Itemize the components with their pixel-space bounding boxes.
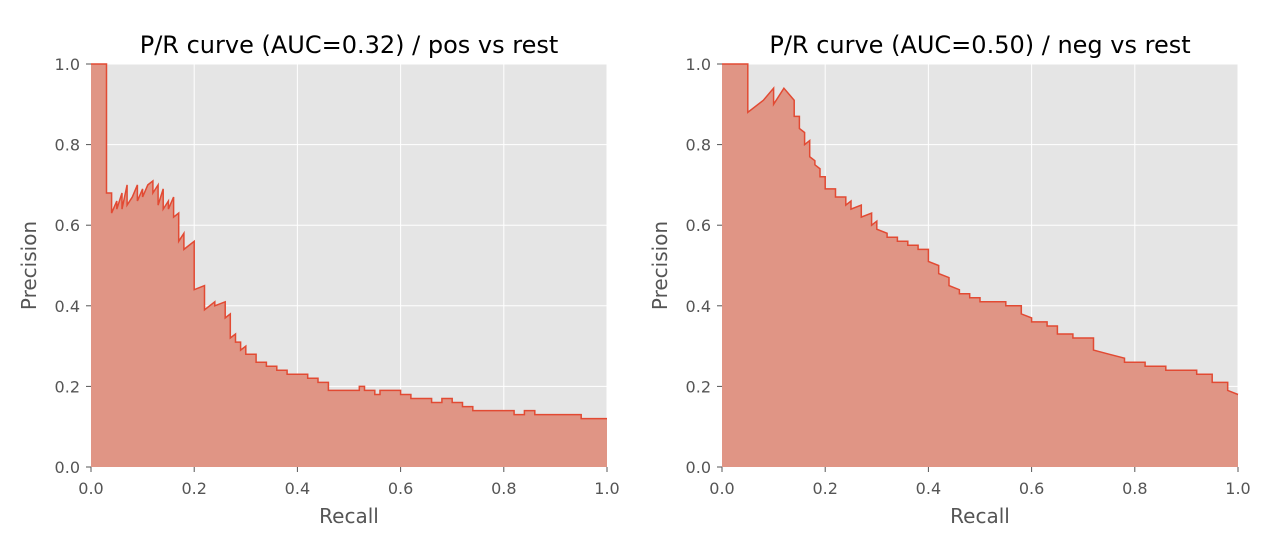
x-tick-label: 0.2 <box>181 479 206 498</box>
x-tick-label: 0.4 <box>285 479 310 498</box>
y-tick-label: 0.8 <box>55 136 80 155</box>
x-tick-label: 0.6 <box>388 479 413 498</box>
x-ticks: 0.0 0.2 0.4 0.6 0.8 1.0 <box>78 467 620 498</box>
x-axis-label: Recall <box>950 504 1010 528</box>
y-axis-label: Precision <box>648 221 672 310</box>
pr-curve-line <box>722 63 1239 396</box>
y-tick-label: 1.0 <box>686 55 711 74</box>
x-tick-label: 0.6 <box>1019 479 1044 498</box>
pr-area-fill <box>91 64 607 467</box>
y-tick-label: 0.2 <box>686 377 711 396</box>
y-ticks: 0.0 0.2 0.4 0.6 0.8 1.0 <box>686 55 722 477</box>
y-tick-label: 0.2 <box>55 377 80 396</box>
y-axis-label: Precision <box>17 221 41 310</box>
y-tick-label: 0.8 <box>686 136 711 155</box>
x-tick-label: 1.0 <box>594 479 619 498</box>
x-tick-label: 0.0 <box>78 479 103 498</box>
y-tick-label: 0.0 <box>686 458 711 477</box>
area-layer <box>91 63 607 467</box>
chart-title: P/R curve (AUC=0.50) / neg vs rest <box>769 31 1190 59</box>
x-tick-label: 0.4 <box>916 479 941 498</box>
y-tick-label: 0.6 <box>686 216 711 235</box>
y-tick-label: 0.4 <box>686 297 711 316</box>
pr-area-fill <box>722 64 1238 467</box>
y-tick-label: 0.4 <box>55 297 80 316</box>
y-tick-label: 0.0 <box>55 458 80 477</box>
x-tick-label: 0.0 <box>709 479 734 498</box>
area-layer <box>722 63 1239 467</box>
x-tick-label: 0.2 <box>812 479 837 498</box>
x-tick-label: 0.8 <box>1122 479 1147 498</box>
y-tick-label: 0.6 <box>55 216 80 235</box>
y-ticks: 0.0 0.2 0.4 0.6 0.8 1.0 <box>55 55 91 477</box>
x-tick-label: 1.0 <box>1225 479 1250 498</box>
chart-title: P/R curve (AUC=0.32) / pos vs rest <box>140 31 559 59</box>
pr-curve-line <box>91 63 607 420</box>
pr-curve-neg-vs-rest: 0.0 0.2 0.4 0.6 0.8 1.0 0.0 0.2 0.4 0.6 0.8 1.0 P/… <box>648 31 1251 528</box>
pr-curve-pos-vs-rest: 0.0 0.2 0.4 0.6 0.8 1.0 0.0 0.2 0.4 0.6 0.8 1.0 P/… <box>17 31 620 528</box>
y-tick-label: 1.0 <box>55 55 80 74</box>
x-tick-label: 0.8 <box>491 479 516 498</box>
x-ticks: 0.0 0.2 0.4 0.6 0.8 1.0 <box>709 467 1251 498</box>
x-axis-label: Recall <box>319 504 379 528</box>
